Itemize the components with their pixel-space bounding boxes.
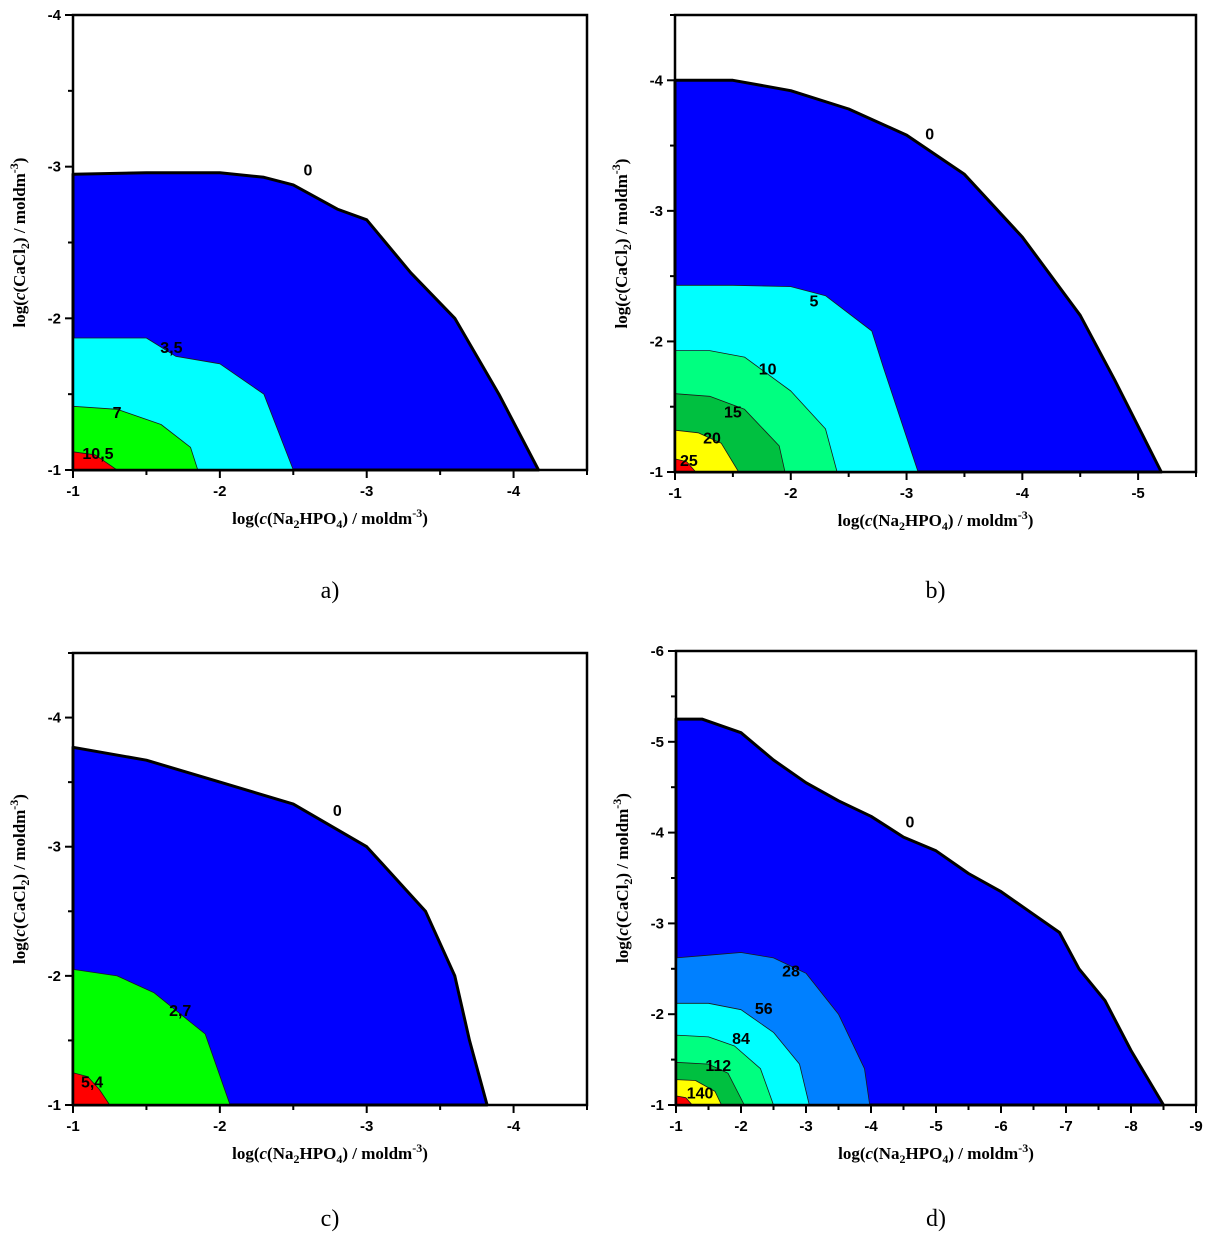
y-tick-label: -1: [650, 464, 663, 481]
chart-panel-c: 0 2,7 5,4 -1 -2 -3 -4 -1 -2 -3 -4 log(c(Na2HPO4) / …: [0, 636, 606, 1245]
x-axis-label: log(c(Na2HPO4) / moldm-3): [838, 1141, 1034, 1166]
x-tick-label: -3: [900, 485, 913, 502]
contour-label: 56: [755, 1001, 773, 1018]
x-tick-label: -4: [864, 1118, 878, 1135]
x-tick-label: -8: [1124, 1118, 1137, 1135]
y-axis-label: log(c(CaCl2) / moldm-3): [7, 158, 32, 328]
y-axis-label: log(c(CaCl2) / moldm-3): [7, 794, 32, 964]
y-tick-label: -1: [651, 1097, 664, 1114]
x-tick-label: -1: [669, 1118, 682, 1135]
x-tick-label: -2: [213, 483, 226, 500]
contour-label: 10: [759, 361, 777, 378]
x-tick-label: -9: [1189, 1118, 1202, 1135]
chart-panel-d: 0 28 56 84 112 140 -1 -2 -3 -4 -5 -6 -7 -8 -9 -1 -2 -3 -4 -…: [606, 636, 1212, 1245]
x-tick-label: -6: [994, 1118, 1007, 1135]
x-tick-label: -2: [213, 1118, 226, 1135]
panel-letter: b): [926, 578, 946, 604]
y-tick-label: -4: [651, 825, 665, 842]
plot-frame: [71, 651, 589, 1107]
y-tick-label: -2: [48, 310, 61, 327]
y-tick-label: -5: [651, 734, 664, 751]
contour-label: 10,5: [82, 446, 113, 463]
plot-frame: [673, 13, 1198, 474]
contour-label: 0: [906, 815, 915, 832]
y-tick-label: -4: [48, 7, 62, 24]
y-tick-label: -2: [650, 333, 663, 350]
x-tick-label: -1: [668, 485, 681, 502]
contour-label: 20: [703, 431, 721, 448]
y-tick-label: -2: [651, 1006, 664, 1023]
x-axis-label: log(c(Na2HPO4) / moldm-3): [838, 508, 1034, 533]
x-tick-label: -3: [360, 483, 373, 500]
chart-panel-a: 0 3,5 7 10,5 -1 -2 -3 -4 -1 -2 -3 -4 log(c(Na2HPO4) …: [0, 0, 606, 636]
x-tick-label: -5: [1131, 485, 1144, 502]
contour-label: 2,7: [169, 1003, 191, 1020]
y-tick-label: -1: [48, 462, 61, 479]
panel-letter: a): [321, 578, 340, 604]
x-tick-label: -2: [734, 1118, 747, 1135]
contour-label: 0: [304, 162, 313, 179]
x-tick-label: -3: [360, 1118, 373, 1135]
y-tick-label: -4: [650, 72, 664, 89]
y-axis-label: log(c(CaCl2) / moldm-3): [609, 159, 634, 329]
contour-label: 3,5: [160, 340, 182, 357]
x-tick-label: -7: [1059, 1118, 1072, 1135]
contour-label: 84: [732, 1031, 750, 1048]
y-tick-label: -3: [48, 839, 61, 856]
y-tick-label: -3: [651, 915, 664, 932]
x-tick-label: -4: [507, 1118, 521, 1135]
y-tick-label: -2: [48, 968, 61, 985]
x-tick-label: -1: [66, 1118, 79, 1135]
x-tick-label: -4: [1016, 485, 1030, 502]
contour-label: 5: [809, 293, 818, 310]
y-tick-label: -1: [48, 1097, 61, 1114]
x-axis-label: log(c(Na2HPO4) / moldm-3): [232, 506, 428, 531]
contour-label: 15: [724, 404, 742, 421]
x-tick-label: -2: [784, 485, 797, 502]
x-axis-label: log(c(Na2HPO4) / moldm-3): [232, 1141, 428, 1166]
contour-label: 0: [925, 126, 934, 143]
y-tick-label: -4: [48, 710, 62, 727]
panel-letter: d): [926, 1206, 946, 1232]
y-tick-label: -3: [48, 159, 61, 176]
y-axis-label: log(c(CaCl2) / moldm-3): [610, 793, 635, 963]
contour-label: 5,4: [81, 1074, 103, 1091]
y-tick-label: -6: [651, 643, 664, 660]
contour-label: 112: [705, 1058, 731, 1075]
contour-chart-c: 0 2,7 5,4 -1 -2 -3 -4 -1 -2 -3 -4 log(c(Na2HPO4) / …: [7, 651, 589, 1232]
x-tick-label: -3: [799, 1118, 812, 1135]
contour-label: 7: [113, 405, 122, 422]
contour-label: 25: [680, 453, 698, 470]
x-tick-label: -4: [507, 483, 521, 500]
contour-chart-a: 0 3,5 7 10,5 -1 -2 -3 -4 -1 -2 -3 -4 log(c(Na2HPO4) …: [7, 7, 589, 604]
contour-label: 0: [333, 803, 342, 820]
chart-panel-b: 0 5 10 15 20 25 -1 -2 -3 -4 -5 -1 -2 -3 -4 log(c(Na2HPO…: [606, 0, 1212, 636]
contour-label: 140: [687, 1085, 714, 1102]
x-tick-label: -5: [929, 1118, 942, 1135]
contour-label: 28: [782, 964, 800, 981]
x-tick-label: -1: [66, 483, 79, 500]
panel-letter: c): [321, 1206, 340, 1232]
y-tick-label: -3: [650, 203, 663, 220]
